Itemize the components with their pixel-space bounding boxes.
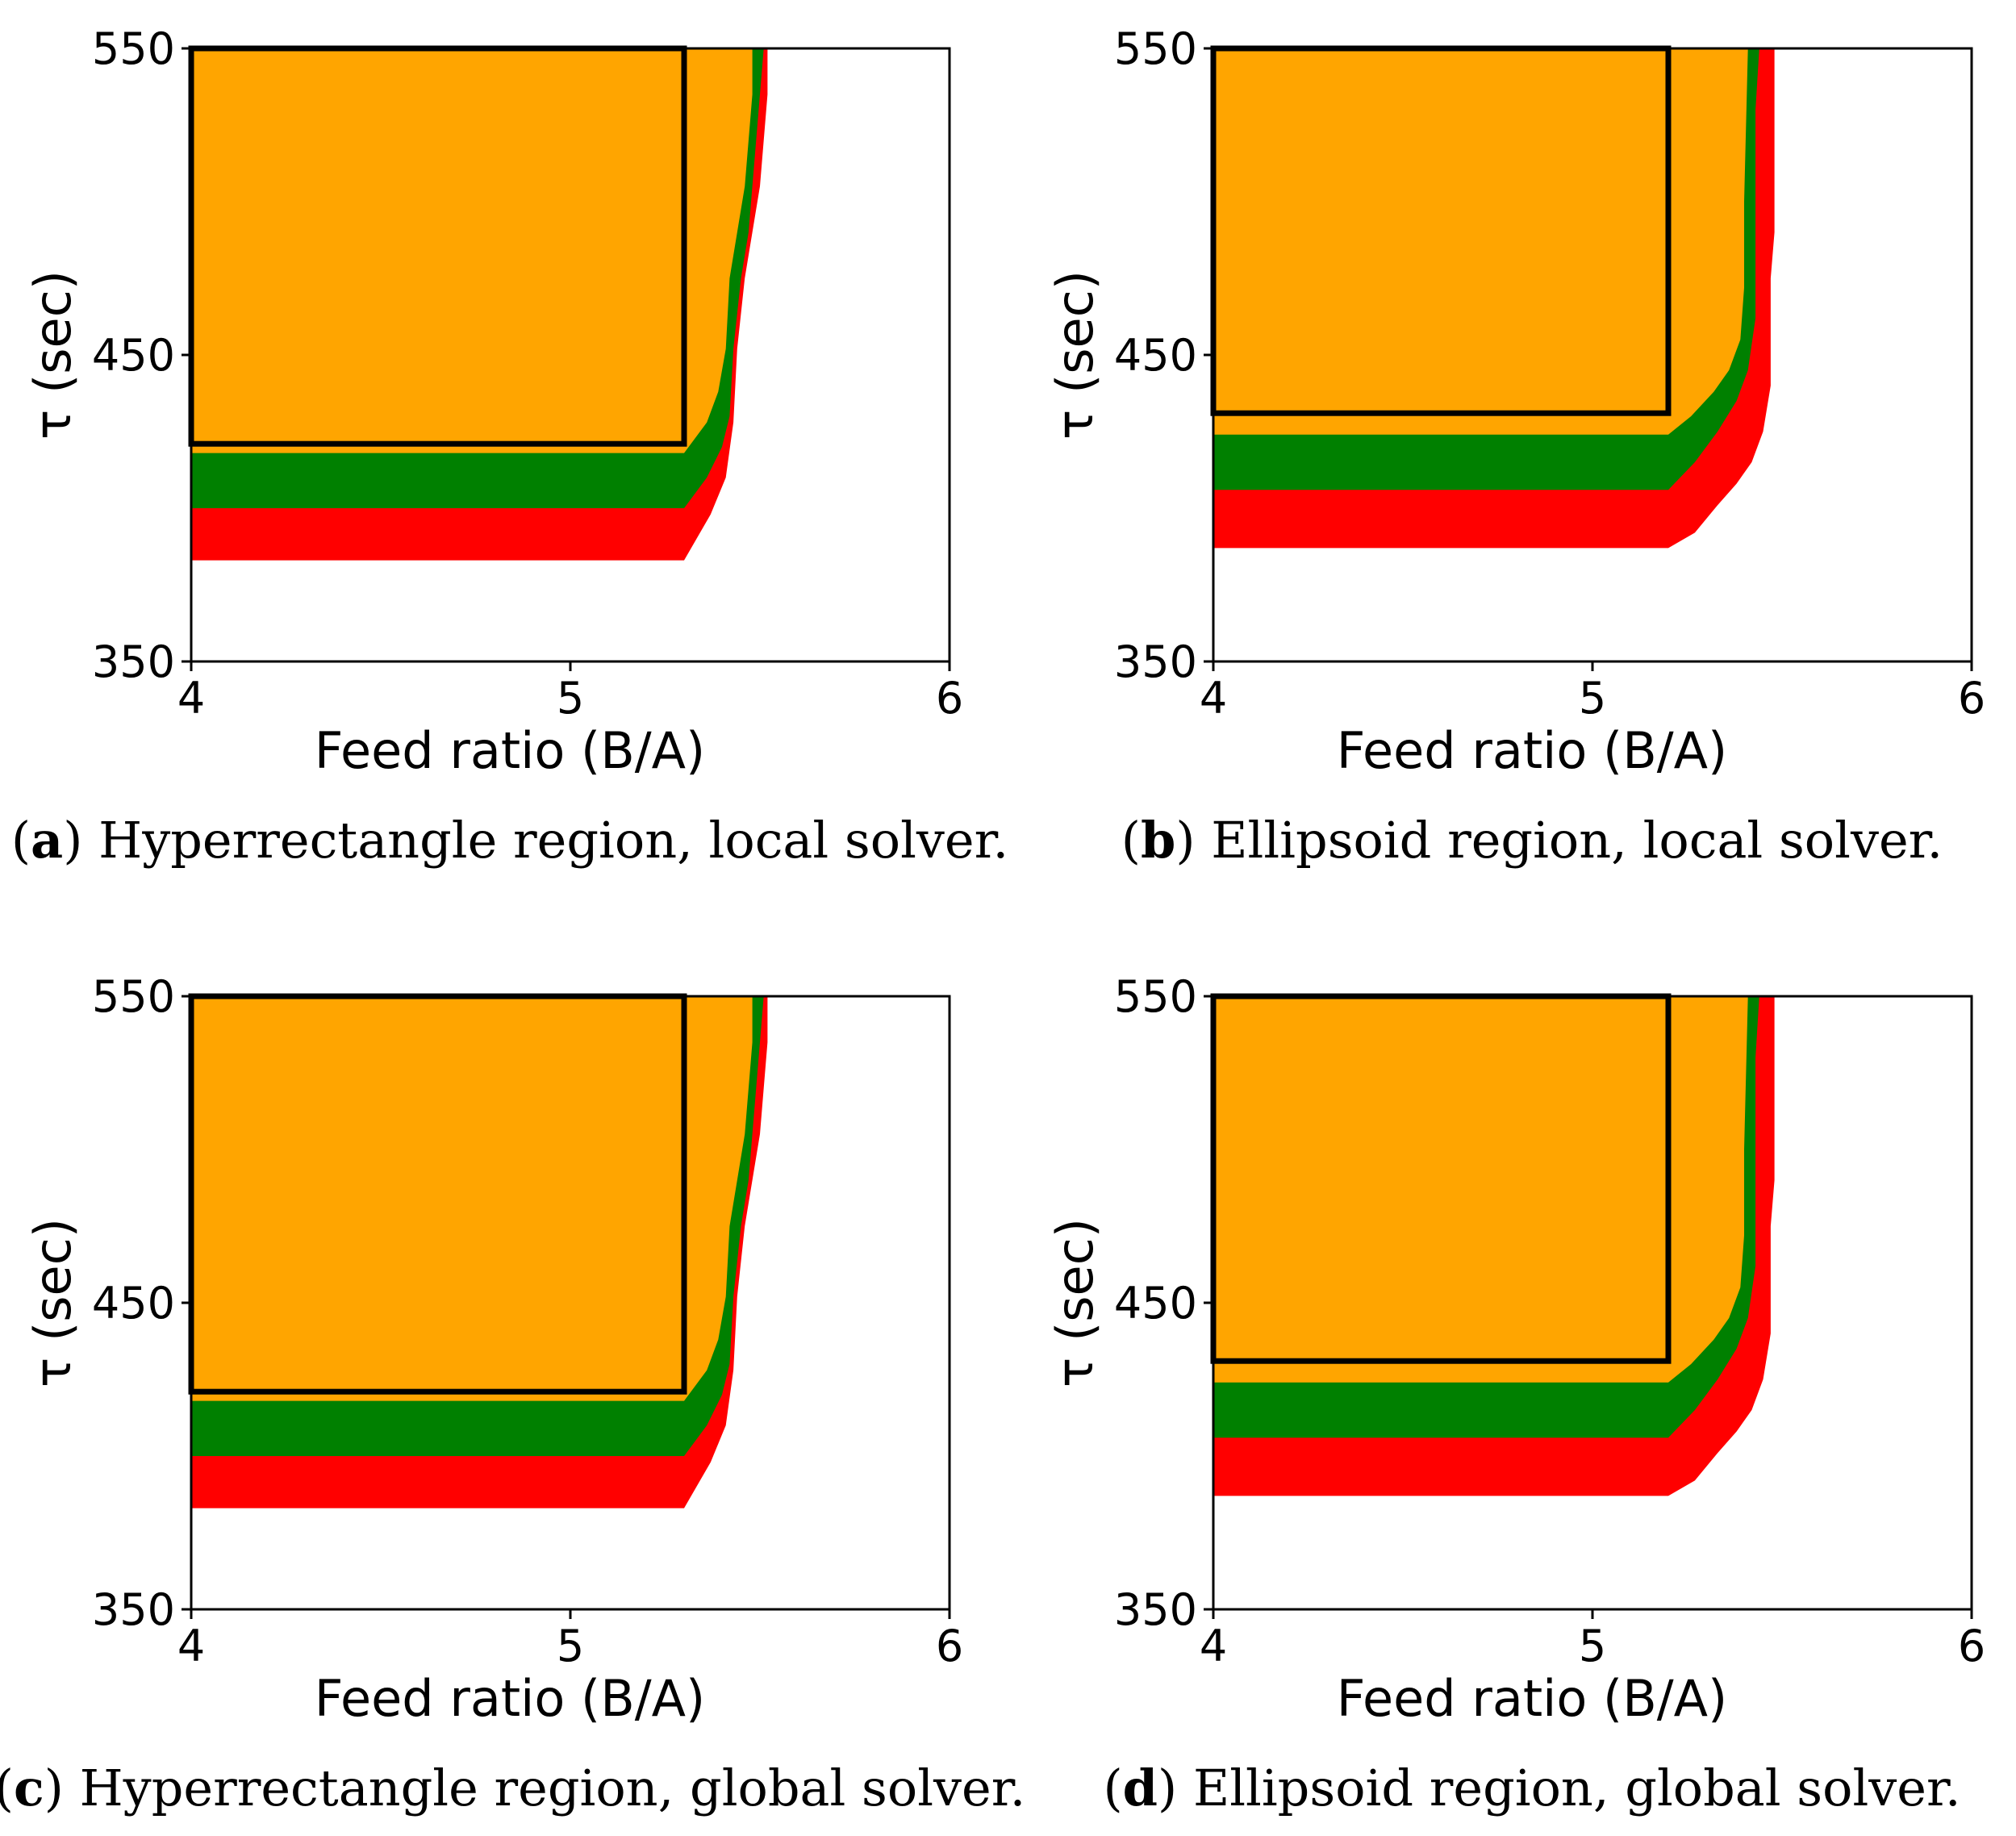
caption-c: (c) Hyperrectangle region, global solver…: [0, 1759, 1025, 1817]
caption-letter-a: a: [31, 811, 63, 870]
y-tick-label-c-2: 550: [92, 971, 175, 1022]
x-tick-label-c-2: 6: [936, 1621, 963, 1671]
x-tick-label-a-2: 6: [936, 673, 963, 724]
x-tick-label-d-1: 5: [1579, 1621, 1606, 1671]
caption-text-c: Hyperrectangle region, global solver.: [80, 1759, 1026, 1817]
caption-letter-d: d: [1123, 1759, 1158, 1817]
x-tick-label-a-1: 5: [557, 673, 584, 724]
panel-c: 4 5 6 350 450 550 Feed ratio (B/A) τ (sec) (c) H…: [0, 971, 1025, 1817]
x-tick-label-c-0: 4: [177, 1621, 205, 1671]
caption-b: (b) Ellipsoid region, local solver.: [1121, 811, 1943, 870]
x-tick-label-b-2: 6: [1958, 673, 1985, 724]
y-tick-label-c-1: 450: [92, 1278, 175, 1329]
y-tick-label-d-2: 550: [1114, 971, 1197, 1022]
region-orange-c: [191, 996, 753, 1401]
y-tick-label-a-1: 450: [92, 330, 175, 381]
x-tick-label-b-1: 5: [1579, 673, 1606, 724]
x-tick-label-b-0: 4: [1200, 673, 1227, 724]
y-tick-label-d-0: 350: [1114, 1584, 1197, 1635]
y-tick-label-c-0: 350: [92, 1584, 175, 1635]
panel-a: 4 5 6 350 450 550 Feed ratio (B/A) τ (sec) (a) H…: [11, 23, 1008, 870]
region-orange-a: [191, 48, 753, 453]
panel-d: 4 5 6 350 450 550 Feed ratio (B/A) τ (sec) (d) E…: [1046, 971, 1985, 1817]
caption-d: (d) Ellipsoid region, global solver.: [1103, 1759, 1960, 1817]
caption-a: (a) Hyperrectangle region, local solver.: [11, 811, 1008, 870]
y-tick-label-b-1: 450: [1114, 330, 1197, 381]
x-axis-label-c: Feed ratio (B/A): [315, 1669, 706, 1728]
caption-text-a: Hyperrectangle region, local solver.: [98, 811, 1008, 870]
y-tick-label-b-0: 350: [1114, 636, 1197, 687]
caption-text-b: Ellipsoid region, local solver.: [1211, 811, 1943, 870]
y-axis-label-d: τ (sec): [1046, 1218, 1104, 1387]
x-tick-label-d-2: 6: [1958, 1621, 1985, 1671]
panel-b: 4 5 6 350 450 550 Feed ratio (B/A) τ (sec) (b) E…: [1046, 23, 1985, 870]
y-axis-label-c: τ (sec): [23, 1218, 82, 1387]
x-tick-label-c-1: 5: [557, 1621, 584, 1671]
x-axis-label-b: Feed ratio (B/A): [1337, 721, 1728, 780]
region-orange-b: [1213, 48, 1748, 435]
y-tick-label-a-2: 550: [92, 23, 175, 74]
y-axis-label-a: τ (sec): [23, 270, 82, 440]
y-axis-label-b: τ (sec): [1046, 270, 1104, 440]
x-tick-label-a-0: 4: [177, 673, 205, 724]
x-tick-label-d-0: 4: [1200, 1621, 1227, 1671]
x-axis-label-a: Feed ratio (B/A): [315, 721, 706, 780]
caption-text-d: Ellipsoid region, global solver.: [1193, 1759, 1961, 1817]
x-axis-label-d: Feed ratio (B/A): [1337, 1669, 1728, 1728]
y-tick-label-a-0: 350: [92, 636, 175, 687]
caption-letter-c: c: [14, 1759, 44, 1817]
y-tick-label-b-2: 550: [1114, 23, 1197, 74]
caption-letter-b: b: [1141, 811, 1175, 870]
y-tick-label-d-1: 450: [1114, 1278, 1197, 1329]
region-orange-d: [1213, 996, 1748, 1383]
